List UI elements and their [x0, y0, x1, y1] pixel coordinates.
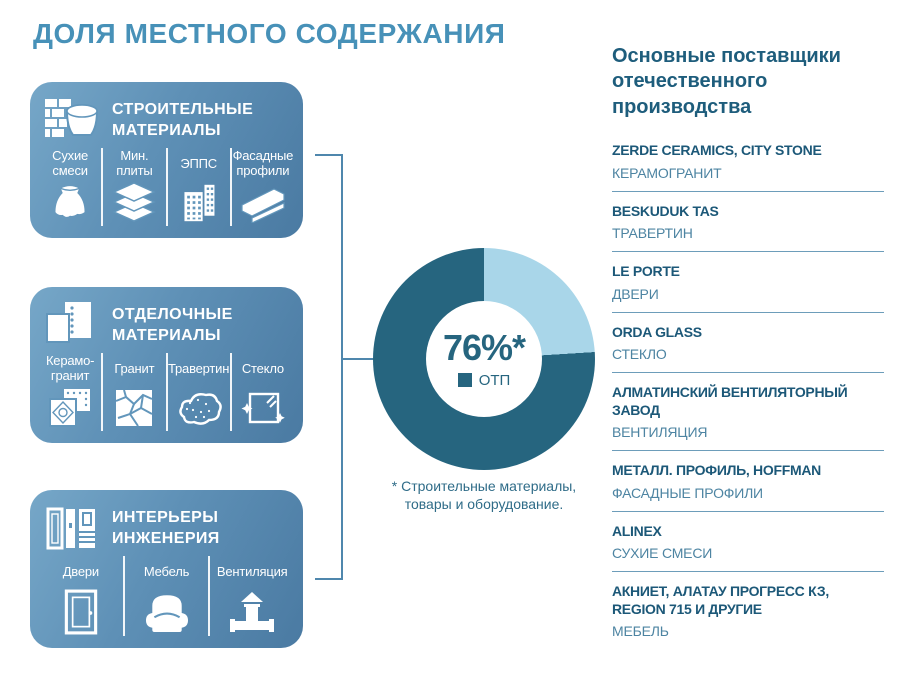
supplier-item: BESKUDUK TAS ТРАВЕРТИН [612, 203, 890, 242]
supplier-name: ZERDE CERAMICS, CITY STONE [612, 142, 822, 159]
card-header: ИНТЕРЬЕРЫ ИНЖЕНЕРИЯ [30, 490, 303, 553]
card-construction-materials: СТРОИТЕЛЬНЫЕ МАТЕРИАЛЫ Сухие смеси Мин. … [30, 82, 303, 238]
donut-chart: 76%* ОТП [373, 248, 595, 470]
legend-label: ОТП [478, 371, 511, 389]
card-item: Двери [39, 556, 123, 636]
supplier-category: КЕРАМОГРАНИТ [612, 164, 722, 181]
supplier-name: АЛМАТИНСКИЙ ВЕНТИЛЯТОРНЫЙ ЗАВОД [612, 384, 848, 418]
card-item-label: Двери [62, 563, 99, 579]
supplier-name: АКНИЕТ, АЛАТАУ ПРОГРЕСС КЗ, REGION 715 И… [612, 583, 829, 617]
card-items: Керамо- гранит [39, 353, 294, 431]
facade-profile-icon [240, 180, 286, 226]
card-finishing-materials: ОТДЕЛОЧНЫЕ МАТЕРИАЛЫ Керамо- гранит [30, 287, 303, 443]
epps-blocks-icon [179, 180, 219, 226]
ventilation-icon [227, 588, 277, 636]
card-item-label: Мебель [143, 563, 190, 579]
donut-center: 76%* ОТП [426, 301, 542, 417]
card-item: ЭППС [165, 148, 230, 226]
card-title: СТРОИТЕЛЬНЫЕ МАТЕРИАЛЫ [112, 100, 254, 139]
dry-mix-bag-icon [50, 180, 90, 226]
card-item: Травертин [165, 353, 230, 431]
supplier-name: ORDA GLASS [612, 323, 702, 340]
divider [612, 450, 884, 452]
card-item-label: Сухие смеси [52, 148, 89, 178]
card-item-label: ЭППС [180, 155, 217, 171]
armchair-icon [141, 588, 193, 636]
card-item-label: Фасадные профили [232, 148, 294, 178]
card-header: ОТДЕЛОЧНЫЕ МАТЕРИАЛЫ [30, 287, 303, 350]
card-item-label: Керамо- гранит [45, 353, 95, 383]
door-icon [62, 588, 100, 636]
card-item: Гранит [101, 353, 165, 431]
card-interiors-engineering: ИНТЕРЬЕРЫ ИНЖЕНЕРИЯ Двери Мебель [30, 490, 303, 648]
wardrobe-icon [44, 505, 100, 551]
card-item: Мин. плиты [101, 148, 165, 226]
card-item: Сухие смеси [39, 148, 101, 226]
card-items: Сухие смеси Мин. плиты [39, 148, 294, 226]
supplier-category: ДВЕРИ [612, 285, 659, 302]
divider [612, 571, 884, 573]
supplier-category: ТРАВЕРТИН [612, 225, 693, 242]
supplier-item: LE PORTE ДВЕРИ [612, 263, 890, 302]
supplier-category: ВЕНТИЛЯЦИЯ [612, 424, 708, 441]
divider [612, 510, 884, 512]
chart-footnote: * Строительные материалы, товары и обору… [391, 478, 577, 512]
supplier-item: ALINEX СУХИЕ СМЕСИ [612, 523, 890, 562]
supplier-name: ALINEX [612, 522, 662, 539]
card-item: Фасадные профили [229, 148, 294, 226]
divider [612, 251, 884, 253]
travertine-icon [175, 385, 223, 431]
card-item: Вентиляция [208, 556, 294, 636]
divider [612, 372, 884, 374]
supplier-category: ФАСАДНЫЕ ПРОФИЛИ [612, 484, 763, 501]
supplier-category: СУХИЕ СМЕСИ [612, 545, 713, 562]
card-item-label: Травертин [168, 360, 230, 376]
connector-stem-line [343, 358, 376, 360]
card-item-label: Мин. плиты [116, 148, 153, 178]
page-title: ДОЛЯ МЕСТНОГО СОДЕРЖАНИЯ [33, 18, 506, 49]
tiles-icon [44, 302, 100, 348]
card-item-label: Стекло [241, 360, 284, 376]
supplier-item: ZERDE CERAMICS, CITY STONE КЕРАМОГРАНИТ [612, 142, 890, 181]
supplier-category: СТЕКЛО [612, 346, 667, 363]
supplier-item: АЛМАТИНСКИЙ ВЕНТИЛЯТОРНЫЙ ЗАВОД ВЕНТИЛЯЦ… [612, 384, 890, 440]
legend-swatch [457, 373, 472, 387]
card-header: СТРОИТЕЛЬНЫЕ МАТЕРИАЛЫ [30, 82, 303, 145]
glass-icon [240, 385, 286, 431]
divider [612, 190, 884, 192]
supplier-item: ORDA GLASS СТЕКЛО [612, 324, 890, 363]
card-item: Стекло [229, 353, 294, 431]
divider [612, 311, 884, 313]
card-item: Мебель [122, 556, 209, 636]
donut-center-value: 76%* [442, 326, 526, 368]
card-item-label: Вентиляция [216, 563, 288, 579]
card-title: ОТДЕЛОЧНЫЕ МАТЕРИАЛЫ [112, 305, 233, 344]
suppliers-heading: Основные поставщики отечественного произ… [612, 45, 841, 118]
supplier-name: BESKUDUK TAS [612, 202, 719, 219]
card-item-label: Гранит [114, 360, 155, 376]
bricks-and-tub-icon [44, 97, 100, 143]
granite-icon [114, 385, 154, 431]
supplier-item: МЕТАЛЛ. ПРОФИЛЬ, HOFFMAN ФАСАДНЫЕ ПРОФИЛ… [612, 462, 890, 501]
card-items: Двери Мебель [39, 556, 294, 636]
connector-top-line [315, 154, 343, 156]
mineral-boards-icon [111, 180, 157, 226]
supplier-item: АКНИЕТ, АЛАТАУ ПРОГРЕСС КЗ, REGION 715 И… [612, 583, 890, 639]
connector-bottom-line [315, 578, 343, 580]
supplier-name: LE PORTE [612, 263, 680, 280]
ceramic-granite-icon [48, 385, 92, 431]
chart-legend: ОТП [457, 371, 511, 389]
suppliers-panel: Основные поставщики отечественного произ… [612, 44, 890, 639]
supplier-category: МЕБЕЛЬ [612, 623, 669, 640]
connector-vertical-line [341, 154, 343, 580]
card-item: Керамо- гранит [39, 353, 101, 431]
supplier-name: МЕТАЛЛ. ПРОФИЛЬ, HOFFMAN [612, 462, 821, 479]
card-title: ИНТЕРЬЕРЫ ИНЖЕНЕРИЯ [112, 508, 220, 547]
